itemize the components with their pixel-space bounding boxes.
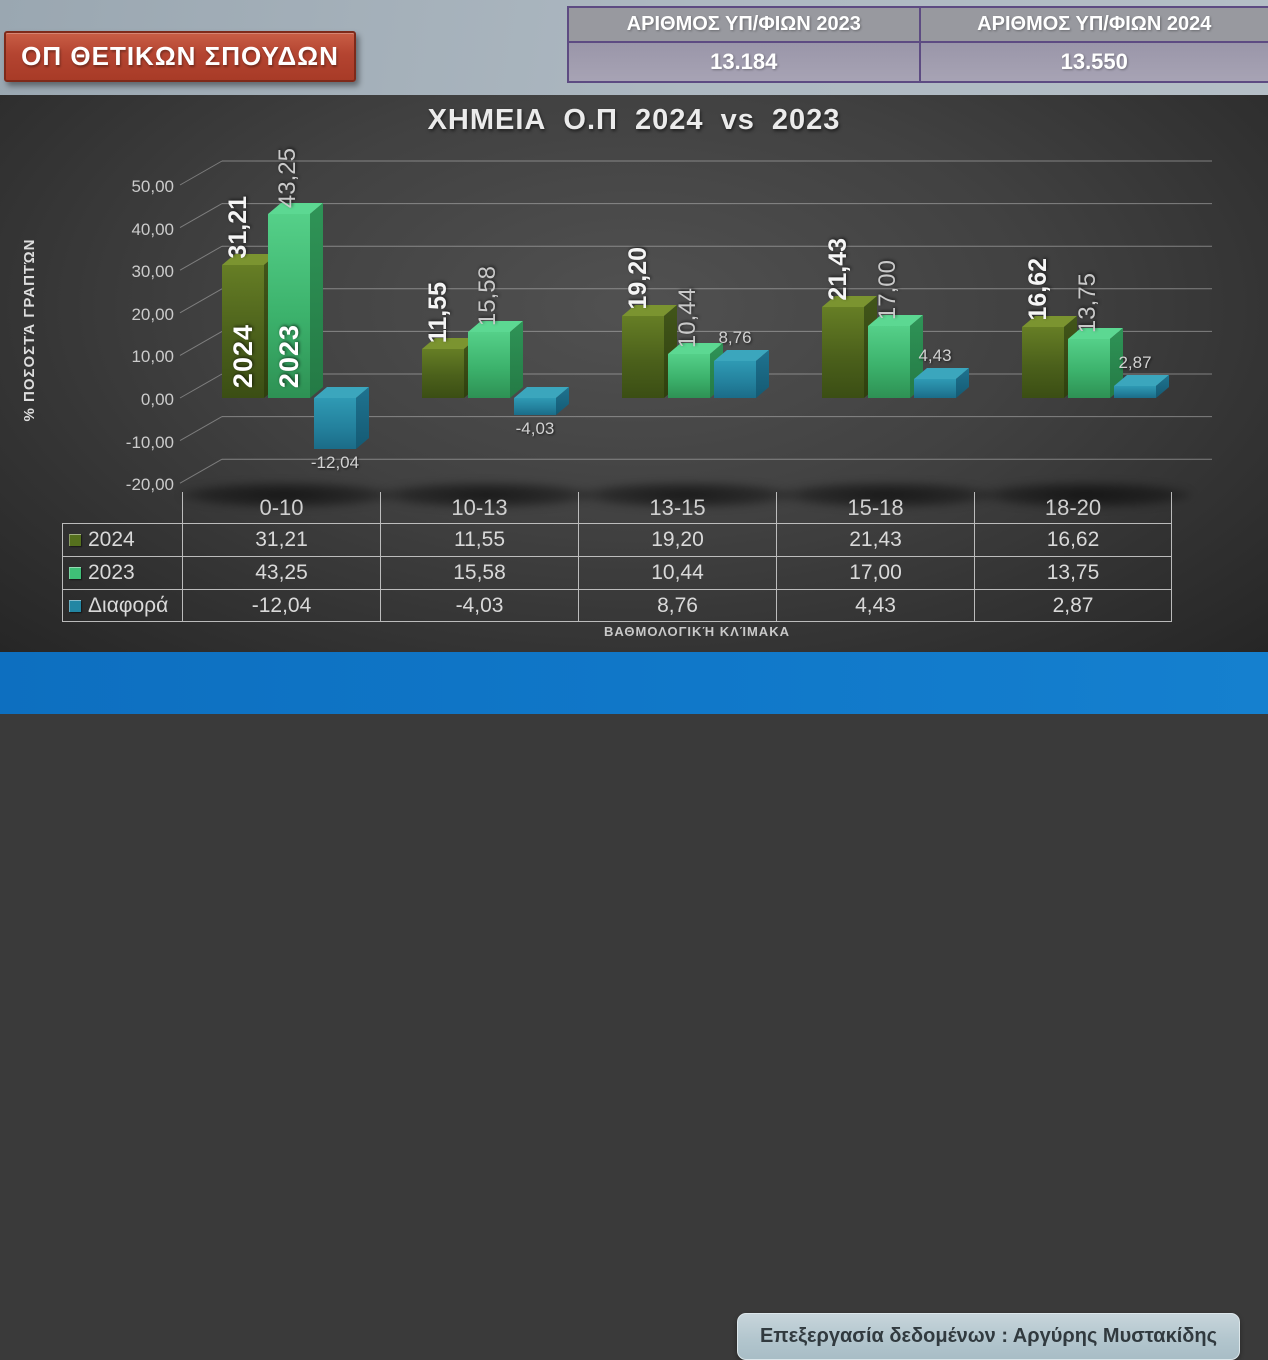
bar-2024-15-18-front [822, 307, 864, 398]
bar-2023-15-18-front [868, 326, 910, 398]
y-tick-label: 40,00 [104, 220, 174, 240]
y-tick-label: 50,00 [104, 177, 174, 197]
bar-Διαφορά-13-15-front [714, 361, 756, 398]
bar-2023-0-10-value-label: 43,25 [274, 148, 302, 208]
series-name-text: Διαφορά [88, 594, 168, 618]
bar-Διαφορά-0-10-front [314, 398, 356, 449]
table-value-2023-15-18: 17,00 [776, 556, 974, 589]
bar-2023-13-15-front [668, 354, 710, 398]
bar-Διαφορά-0-10-value-label: -12,04 [306, 453, 364, 473]
table-value-Διαφορά-18-20: 2,87 [974, 589, 1172, 622]
table-value-Διαφορά-13-15: 8,76 [578, 589, 776, 622]
category-header-15-18: 15-18 [776, 492, 974, 523]
bar-Διαφορά-15-18-front [914, 379, 956, 398]
table-value-2024-13-15: 19,20 [578, 523, 776, 556]
bar-2023-10-13-front [468, 332, 510, 398]
bar-Διαφορά-15-18-value-label: 4,43 [906, 346, 964, 366]
x-axis-title: ΒΑΘΜΟΛΟΓΙΚΉ ΚΛΊΜΑΚΑ [182, 624, 1212, 639]
row-label-2023: 2023 [62, 556, 182, 589]
bar-2024-10-13-front [422, 349, 464, 398]
bar-2023-18-20-value-label: 13,75 [1074, 273, 1102, 333]
table-value-2024-15-18: 21,43 [776, 523, 974, 556]
bar-2024-18-20-front [1022, 327, 1064, 398]
bar-Διαφορά-10-13-value-label: -4,03 [506, 419, 564, 439]
table-value-2023-10-13: 15,58 [380, 556, 578, 589]
table-value-2024-0-10: 31,21 [182, 523, 380, 556]
bar-2024-18-20-value-label: 16,62 [1024, 258, 1053, 321]
legend-swatch-2024 [69, 534, 81, 546]
bar-2024-10-13-value-label: 11,55 [424, 282, 453, 343]
category-header-10-13: 10-13 [380, 492, 578, 523]
series-name-text: 2024 [88, 528, 135, 552]
credit-box: Επεξεργασία δεδομένων : Αργύρης Μυστακίδ… [737, 1313, 1240, 1360]
bar-2024-13-15-value-label: 19,20 [624, 247, 653, 310]
row-label-2024: 2024 [62, 523, 182, 556]
table-value-Διαφορά-10-13: -4,03 [380, 589, 578, 622]
bar-2024-13-15-front [622, 316, 664, 398]
table-corner-cell [62, 492, 182, 523]
bar-2023-15-18-value-label: 17,00 [874, 260, 902, 320]
category-header-18-20: 18-20 [974, 492, 1172, 523]
row-label-Διαφορά: Διαφορά [62, 589, 182, 622]
bar-Διαφορά-13-15-value-label: 8,76 [706, 328, 764, 348]
category-header-0-10: 0-10 [182, 492, 380, 523]
bar-Διαφορά-18-20-front [1114, 386, 1156, 398]
y-tick-label: -10,00 [104, 433, 174, 453]
bar-2023-10-13-value-label: 15,58 [474, 266, 502, 326]
bar-2024-0-10-value-label: 31,21 [224, 196, 253, 259]
series-label-2023: 2023 [274, 324, 305, 388]
table-value-2024-18-20: 16,62 [974, 523, 1172, 556]
bar-2023-10-13-side [510, 321, 523, 398]
legend-swatch-2023 [69, 567, 81, 579]
category-header-13-15: 13-15 [578, 492, 776, 523]
legend-swatch-Διαφορά [69, 600, 81, 612]
bar-Διαφορά-18-20-value-label: 2,87 [1106, 353, 1164, 373]
y-tick-label: 0,00 [104, 390, 174, 410]
table-value-2023-0-10: 43,25 [182, 556, 380, 589]
table-value-Διαφορά-0-10: -12,04 [182, 589, 380, 622]
bar-2024-15-18-value-label: 21,43 [824, 238, 853, 301]
table-value-2023-18-20: 13,75 [974, 556, 1172, 589]
y-tick-label: 20,00 [104, 305, 174, 325]
y-tick-label: 30,00 [104, 262, 174, 282]
series-label-2024: 2024 [228, 324, 259, 388]
table-value-2023-13-15: 10,44 [578, 556, 776, 589]
series-name-text: 2023 [88, 561, 135, 585]
bar-2023-13-15-value-label: 10,44 [674, 288, 702, 348]
y-tick-label: 10,00 [104, 347, 174, 367]
table-value-2024-10-13: 11,55 [380, 523, 578, 556]
table-value-Διαφορά-15-18: 4,43 [776, 589, 974, 622]
footer-bar: Επεξεργασία δεδομένων : Αργύρης Μυστακίδ… [0, 652, 1268, 714]
bar-Διαφορά-10-13-front [514, 398, 556, 415]
bar-2023-18-20-front [1068, 339, 1110, 398]
bar-2023-0-10-side [310, 203, 323, 398]
